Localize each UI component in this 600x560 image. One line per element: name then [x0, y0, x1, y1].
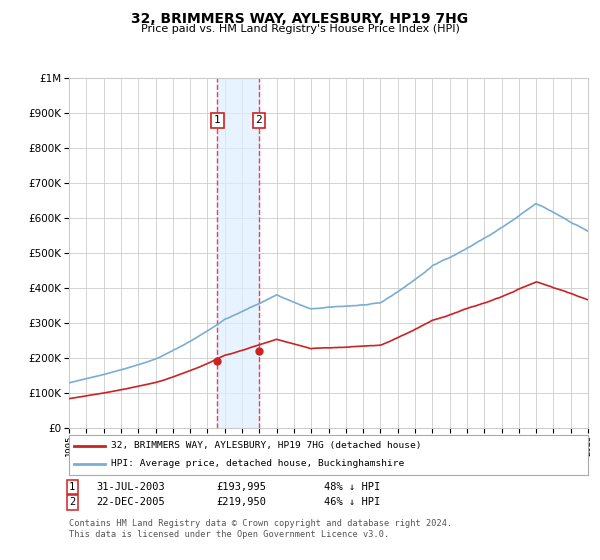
Text: 46% ↓ HPI: 46% ↓ HPI	[324, 497, 380, 507]
Text: Price paid vs. HM Land Registry's House Price Index (HPI): Price paid vs. HM Land Registry's House …	[140, 24, 460, 34]
Text: 1: 1	[214, 115, 221, 125]
Text: 1: 1	[69, 482, 75, 492]
Text: 22-DEC-2005: 22-DEC-2005	[96, 497, 165, 507]
Text: £193,995: £193,995	[216, 482, 266, 492]
Text: 31-JUL-2003: 31-JUL-2003	[96, 482, 165, 492]
Text: HPI: Average price, detached house, Buckinghamshire: HPI: Average price, detached house, Buck…	[110, 459, 404, 468]
Text: 48% ↓ HPI: 48% ↓ HPI	[324, 482, 380, 492]
Text: 2: 2	[256, 115, 262, 125]
Bar	[217, 78, 259, 428]
Text: 32, BRIMMERS WAY, AYLESBURY, HP19 7HG: 32, BRIMMERS WAY, AYLESBURY, HP19 7HG	[131, 12, 469, 26]
Text: £219,950: £219,950	[216, 497, 266, 507]
Text: 32, BRIMMERS WAY, AYLESBURY, HP19 7HG (detached house): 32, BRIMMERS WAY, AYLESBURY, HP19 7HG (d…	[110, 441, 421, 450]
Text: 2: 2	[69, 497, 75, 507]
Text: Contains HM Land Registry data © Crown copyright and database right 2024.
This d: Contains HM Land Registry data © Crown c…	[69, 519, 452, 539]
